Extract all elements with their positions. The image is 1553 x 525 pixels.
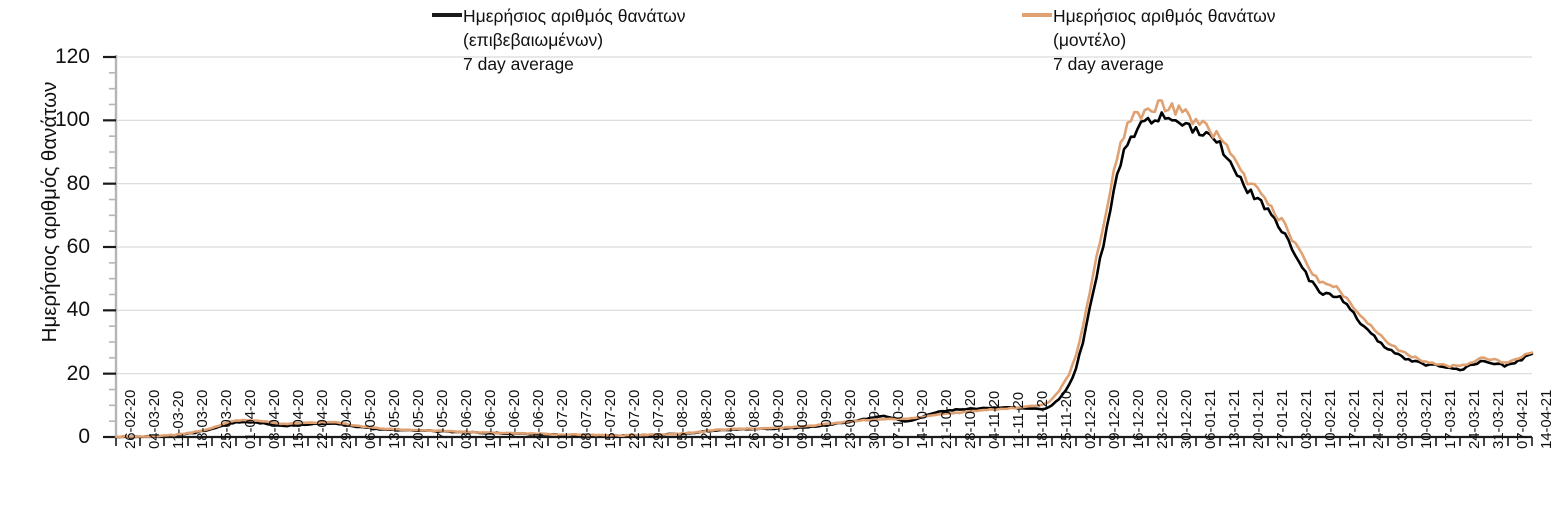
x-tick-label-28: 09-09-20: [793, 389, 811, 449]
x-tick-label-0: 26-02-20: [121, 389, 139, 449]
x-tick-label-37: 11-11-20: [1009, 391, 1027, 449]
legend-label-model: Ημερήσιος αριθμός θανάτων (μοντέλο) 7 day …: [1053, 4, 1276, 76]
x-tick-label-47: 20-01-21: [1249, 389, 1267, 449]
x-tick-label-32: 07-10-20: [889, 389, 907, 449]
x-tick-label-39: 25-11-20: [1057, 390, 1075, 449]
chart-legend: Ημερήσιος αριθμός θανάτων (επιβεβαιωμένων…: [0, 0, 1553, 82]
x-tick-label-12: 20-05-20: [409, 389, 427, 449]
x-tick-label-46: 13-01-21: [1225, 389, 1243, 449]
x-tick-label-26: 26-08-20: [745, 389, 763, 449]
x-tick-label-27: 02-09-20: [769, 389, 787, 449]
x-tick-label-38: 18-11-20: [1033, 390, 1051, 449]
y-tick-label-100: 100: [54, 108, 90, 132]
x-tick-label-31: 30-09-20: [865, 389, 883, 449]
x-tick-label-59: 14-04-21: [1537, 389, 1553, 449]
x-tick-label-51: 17-02-21: [1345, 389, 1363, 449]
x-tick-label-15: 10-06-20: [481, 389, 499, 449]
x-tick-label-29: 16-09-20: [817, 389, 835, 449]
x-tick-label-6: 08-04-20: [265, 389, 283, 449]
x-tick-label-40: 02-12-20: [1081, 389, 1099, 449]
x-tick-label-34: 21-10-20: [937, 389, 955, 449]
x-tick-label-45: 06-01-21: [1201, 389, 1219, 449]
y-tick-label-20: 20: [66, 361, 90, 385]
x-tick-label-33: 14-10-20: [913, 389, 931, 449]
legend-item-model[interactable]: Ημερήσιος αριθμός θανάτων (μοντέλο) 7 day …: [1022, 4, 1276, 76]
x-tick-label-18: 01-07-20: [553, 389, 571, 449]
x-tick-label-49: 03-02-21: [1297, 389, 1315, 449]
legend-label-model-line2: (μοντέλο): [1053, 30, 1127, 50]
x-tick-label-16: 17-06-20: [505, 389, 523, 449]
y-tick-label-120: 120: [54, 45, 90, 68]
x-tick-label-54: 10-03-21: [1417, 389, 1435, 449]
x-tick-label-55: 17-03-21: [1441, 389, 1459, 449]
y-tick-label-80: 80: [66, 171, 90, 195]
legend-label-confirmed-line2: (επιβεβαιωμένων): [463, 30, 604, 50]
legend-label-model-line3: 7 day average: [1053, 54, 1164, 74]
x-tick-label-4: 25-03-20: [217, 389, 235, 449]
x-tick-label-19: 08-07-20: [577, 389, 595, 449]
x-tick-label-53: 03-03-21: [1393, 389, 1411, 449]
x-tick-label-44: 30-12-20: [1177, 389, 1195, 449]
x-tick-label-7: 15-04-20: [289, 389, 307, 449]
x-tick-label-2: 11-03-20: [169, 390, 187, 449]
y-tick-label-0: 0: [78, 425, 90, 448]
legend-swatch-confirmed: [432, 13, 462, 17]
x-tick-label-25: 19-08-20: [721, 389, 739, 449]
x-tick-label-56: 24-03-21: [1465, 389, 1483, 449]
y-axis-tick-labels: 0 20 40 60 80 100 120: [28, 0, 90, 525]
x-tick-label-22: 29-07-20: [649, 389, 667, 449]
x-tick-label-5: 01-04-20: [241, 389, 259, 449]
x-tick-label-14: 03-06-20: [457, 389, 475, 449]
x-tick-label-43: 23-12-20: [1153, 389, 1171, 449]
x-tick-label-48: 27-01-21: [1273, 389, 1291, 449]
legend-label-model-line1: Ημερήσιος αριθμός θανάτων: [1053, 6, 1276, 26]
x-tick-label-11: 13-05-20: [385, 389, 403, 449]
series-line-model: [114, 99, 1534, 439]
x-tick-label-13: 27-05-20: [433, 389, 451, 449]
x-tick-label-24: 12-08-20: [697, 389, 715, 449]
x-tick-label-35: 28-10-20: [961, 389, 979, 449]
x-tick-label-50: 10-02-21: [1321, 389, 1339, 449]
y-tick-label-40: 40: [66, 298, 90, 322]
x-tick-label-20: 15-07-20: [601, 389, 619, 449]
x-tick-label-8: 22-04-20: [313, 389, 331, 449]
x-tick-label-1: 04-03-20: [145, 389, 163, 449]
x-tick-label-9: 29-04-20: [337, 389, 355, 449]
x-tick-label-58: 07-04-21: [1513, 389, 1531, 449]
x-tick-label-23: 05-08-20: [673, 389, 691, 449]
x-tick-label-42: 16-12-20: [1129, 389, 1147, 449]
x-tick-label-57: 31-03-21: [1489, 389, 1507, 449]
x-tick-label-41: 09-12-20: [1105, 389, 1123, 449]
legend-label-confirmed: Ημερήσιος αριθμός θανάτων (επιβεβαιωμένων…: [463, 4, 686, 76]
x-tick-label-36: 04-11-20: [985, 390, 1003, 449]
x-tick-label-3: 18-03-20: [193, 389, 211, 449]
legend-label-confirmed-line3: 7 day average: [463, 54, 574, 74]
x-tick-label-30: 23-09-20: [841, 389, 859, 449]
x-tick-label-10: 06-05-20: [361, 389, 379, 449]
legend-label-confirmed-line1: Ημερήσιος αριθμός θανάτων: [463, 6, 686, 26]
legend-item-confirmed[interactable]: Ημερήσιος αριθμός θανάτων (επιβεβαιωμένων…: [432, 4, 686, 76]
x-tick-label-17: 24-06-20: [529, 389, 547, 449]
legend-swatch-model: [1022, 13, 1052, 17]
y-tick-label-60: 60: [66, 235, 90, 258]
x-tick-label-21: 22-07-20: [625, 389, 643, 449]
x-tick-label-52: 24-02-21: [1369, 389, 1387, 449]
